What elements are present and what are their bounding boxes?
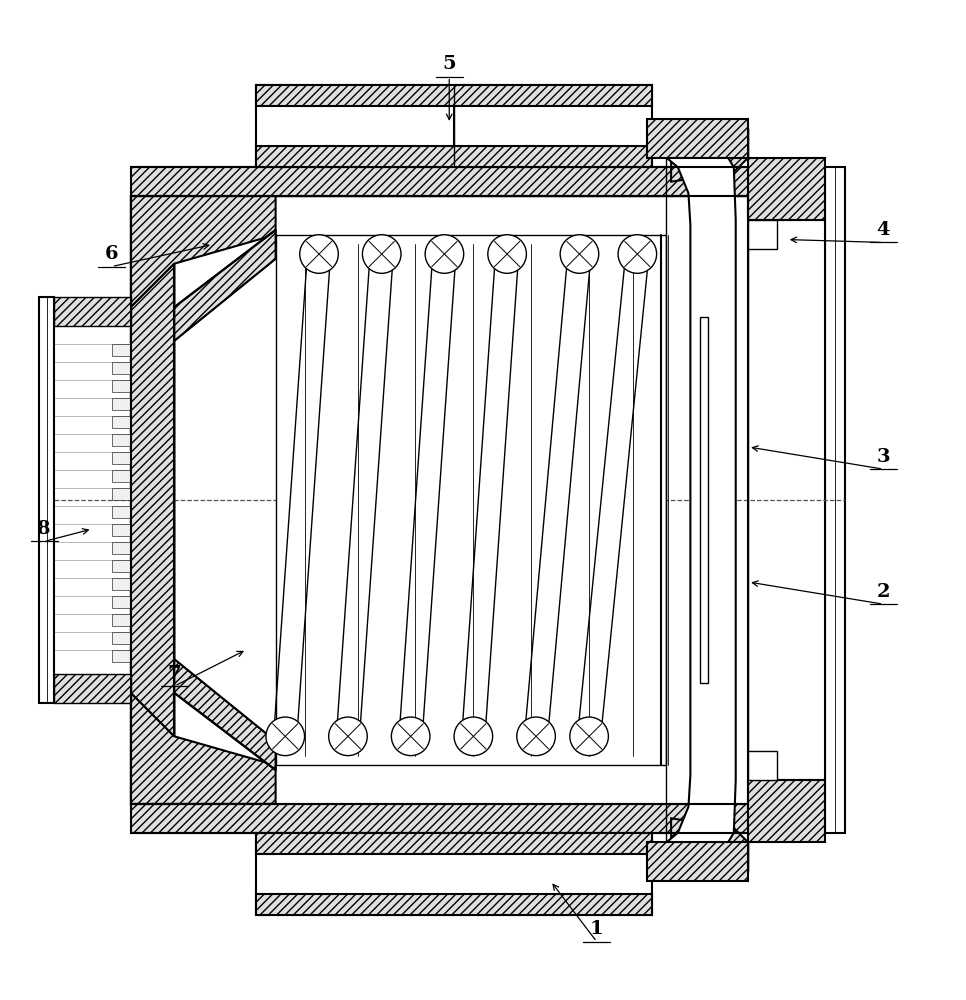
Polygon shape (112, 578, 131, 590)
Text: 6: 6 (105, 245, 119, 263)
Bar (749, 220, 778, 249)
Bar (647, 842, 749, 881)
Bar (54, 297, 131, 326)
Text: 2: 2 (876, 583, 890, 601)
Polygon shape (112, 506, 131, 518)
Bar (40, 297, 54, 703)
Bar (256, 894, 652, 915)
Bar (256, 146, 652, 167)
Polygon shape (671, 818, 749, 871)
Polygon shape (112, 344, 131, 356)
Text: 3: 3 (876, 448, 890, 466)
Polygon shape (112, 434, 131, 446)
Bar (131, 804, 749, 833)
Circle shape (454, 717, 493, 756)
Bar (647, 119, 749, 158)
Polygon shape (112, 362, 131, 374)
Bar (749, 158, 825, 220)
Bar (256, 85, 652, 106)
Polygon shape (112, 488, 131, 500)
Polygon shape (112, 452, 131, 464)
Polygon shape (131, 264, 174, 736)
Bar (131, 167, 749, 196)
Bar (256, 85, 652, 167)
Text: 8: 8 (38, 520, 51, 538)
Circle shape (266, 717, 304, 756)
Polygon shape (131, 196, 275, 307)
Polygon shape (112, 596, 131, 608)
Bar (825, 167, 844, 833)
Bar (749, 780, 825, 842)
Bar (275, 235, 667, 765)
Circle shape (328, 717, 367, 756)
Text: 7: 7 (167, 665, 181, 683)
Text: 4: 4 (876, 221, 890, 239)
Bar (131, 196, 749, 804)
Circle shape (488, 235, 526, 273)
Bar (256, 833, 652, 854)
Bar (700, 317, 708, 683)
Circle shape (618, 235, 657, 273)
Polygon shape (174, 230, 275, 341)
Circle shape (560, 235, 599, 273)
Polygon shape (112, 398, 131, 410)
Text: 5: 5 (442, 55, 456, 73)
Polygon shape (112, 524, 131, 536)
Bar (749, 751, 778, 780)
Polygon shape (671, 129, 749, 182)
Circle shape (391, 717, 430, 756)
Bar (174, 196, 749, 804)
Bar (54, 674, 131, 703)
Polygon shape (112, 542, 131, 554)
Polygon shape (112, 650, 131, 662)
Polygon shape (112, 632, 131, 644)
Bar (131, 196, 174, 804)
Polygon shape (112, 560, 131, 572)
Polygon shape (112, 380, 131, 392)
Polygon shape (667, 143, 736, 857)
Polygon shape (131, 693, 275, 804)
Circle shape (425, 235, 464, 273)
Polygon shape (112, 614, 131, 626)
Circle shape (299, 235, 338, 273)
Bar (256, 833, 652, 915)
Circle shape (362, 235, 401, 273)
Polygon shape (112, 416, 131, 428)
Circle shape (517, 717, 555, 756)
Polygon shape (112, 470, 131, 482)
Polygon shape (174, 659, 275, 770)
Circle shape (570, 717, 609, 756)
Bar (749, 220, 825, 780)
Text: 1: 1 (590, 920, 604, 938)
